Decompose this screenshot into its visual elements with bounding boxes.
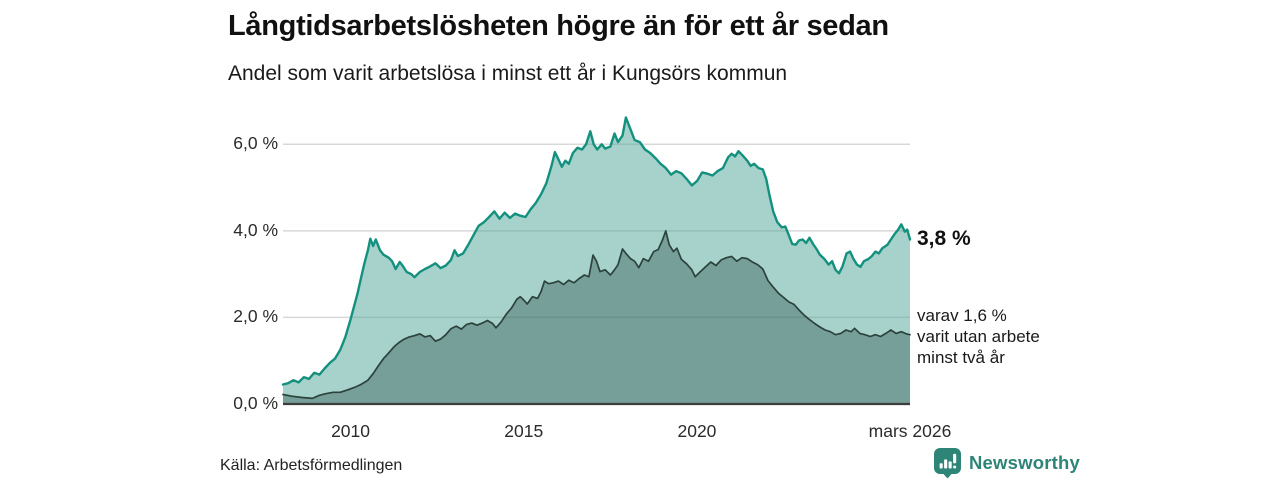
x-axis-tick: 2010 — [331, 421, 371, 441]
brand-name: Newsworthy — [969, 452, 1080, 473]
exclamation-dot-icon — [953, 465, 957, 469]
area-series-1 — [283, 230, 910, 404]
secondary-value-annotation: varav 1,6 % varit utan arbete minst två … — [917, 305, 1040, 368]
annotation-line: minst två år — [917, 347, 1005, 367]
bar-icon — [944, 459, 948, 469]
line-series-1 — [282, 230, 911, 400]
newsworthy-pin-icon — [934, 448, 961, 479]
source-attribution: Källa: Arbetsförmedlingen — [220, 457, 403, 474]
bar-icon — [939, 463, 943, 469]
y-axis-tick: 6,0 % — [233, 133, 278, 154]
line-series-0 — [281, 116, 912, 386]
x-axis-tick: mars 2026 — [868, 421, 952, 441]
page-title: Långtidsarbetslösheten högre än för ett … — [228, 10, 889, 42]
chart-subtitle: Andel som varit arbetslösa i minst ett å… — [228, 62, 788, 85]
x-axis-tick: 2015 — [504, 421, 544, 441]
y-axis-tick: 2,0 % — [233, 306, 278, 327]
annotation-line: varav 1,6 % — [917, 305, 1007, 325]
exclamation-icon — [953, 453, 957, 464]
x-axis-tick: 2020 — [677, 421, 717, 441]
y-axis-tick: 4,0 % — [233, 219, 278, 240]
bar-icon — [948, 461, 952, 469]
newsworthy-logo-link[interactable]: Newsworthy — [933, 447, 1080, 479]
annotation-line: varit utan arbete — [917, 326, 1040, 346]
y-axis-tick: 0,0 % — [233, 393, 278, 413]
latest-value-label: 3,8 % — [917, 226, 971, 250]
